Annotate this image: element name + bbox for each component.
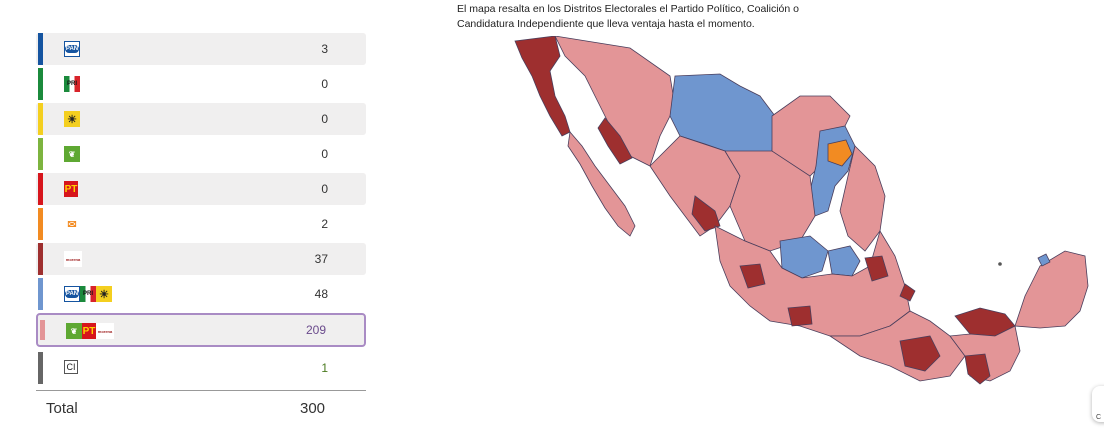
party-logos: PT: [64, 181, 78, 197]
morena-logo-text: morena: [65, 256, 81, 262]
seat-count: 0: [321, 112, 328, 126]
pvem-logo-text: ❦: [68, 149, 76, 159]
pri-logo-icon: PRI: [64, 76, 80, 92]
party-logos: morena: [64, 251, 82, 267]
results-panel: PAN 3 PRI 0 ☀ 0 ❦ 0 PT 0 ✉ 2: [0, 0, 380, 430]
seat-count: 0: [321, 147, 328, 161]
pt-logo-icon: PT: [82, 323, 96, 339]
pvem-logo-icon: ❦: [66, 323, 82, 339]
result-row-ci[interactable]: CI 1: [36, 352, 366, 384]
map-caption-line-1: El mapa resalta en los Distritos Elector…: [457, 3, 799, 15]
result-row-pvem-pt-morena[interactable]: ❦ PT morena 209: [36, 313, 366, 347]
result-row-mc[interactable]: ✉ 2: [36, 208, 366, 240]
mexico-map[interactable]: [493, 35, 1090, 430]
map-region-oaxaca-coast[interactable]: [899, 335, 941, 372]
map-region-island: [998, 262, 1002, 266]
result-row-pan[interactable]: PAN 3: [36, 33, 366, 65]
pt-logo-icon: PT: [64, 181, 78, 197]
party-color-bar: [38, 33, 43, 65]
total-divider: [36, 390, 366, 391]
map-region-sonora-coast[interactable]: [597, 117, 633, 165]
party-color-bar: [38, 208, 43, 240]
floating-action-button[interactable]: C: [1092, 386, 1104, 422]
result-row-pvem[interactable]: ❦ 0: [36, 138, 366, 170]
party-logos: ❦ PT morena: [66, 323, 114, 339]
map-region-tamaulipas[interactable]: [839, 145, 886, 252]
fab-label: C: [1096, 414, 1102, 421]
seat-count: 0: [321, 182, 328, 196]
pri-logo-icon: PRI: [80, 286, 96, 302]
party-logos: ✉: [64, 216, 80, 232]
mc-logo-icon: ✉: [64, 216, 80, 232]
party-color-bar: [38, 138, 43, 170]
pvem-logo-text: ❦: [70, 326, 78, 336]
seat-count: 1: [321, 361, 328, 375]
pri-logo-text: PRI: [82, 291, 93, 297]
party-color-bar: [40, 320, 45, 340]
result-row-pt[interactable]: PT 0: [36, 173, 366, 205]
prd-logo-icon: ☀: [96, 286, 112, 302]
ci-logo-icon: CI: [64, 360, 78, 374]
map-region-baja-south[interactable]: [567, 131, 636, 237]
result-row-pri[interactable]: PRI 0: [36, 68, 366, 100]
pan-logo-icon: PAN: [64, 41, 80, 57]
party-color-bar: [38, 173, 43, 205]
map-region-baja-north[interactable]: [514, 35, 571, 137]
mc-logo-text: ✉: [67, 218, 77, 231]
morena-logo-text: morena: [97, 328, 113, 334]
party-logos: ☀: [64, 111, 80, 127]
map-region-mc-district[interactable]: [827, 139, 853, 167]
party-logos: PRI: [64, 76, 80, 92]
map-region-yucatan[interactable]: [1014, 250, 1089, 329]
map-region-yucatan-blue[interactable]: [1037, 253, 1051, 267]
pan-logo-text: PAN: [64, 290, 80, 298]
pt-logo-text: PT: [82, 325, 96, 337]
party-logos: PAN PRI ☀: [64, 286, 112, 302]
party-color-bar: [38, 278, 43, 310]
prd-logo-text: ☀: [67, 113, 77, 126]
map-region-chiapas-coast[interactable]: [964, 353, 991, 385]
pvem-logo-icon: ❦: [64, 146, 80, 162]
party-logos: ❦: [64, 146, 80, 162]
seat-count: 3: [321, 42, 328, 56]
seat-count: 48: [314, 287, 328, 301]
map-region-jalisco-coast[interactable]: [739, 263, 766, 289]
map-region-sinaloa[interactable]: [649, 135, 741, 237]
pan-logo-text: PAN: [64, 45, 80, 53]
result-row-pan-pri-prd[interactable]: PAN PRI ☀ 48: [36, 278, 366, 310]
ci-logo-text: CI: [66, 362, 76, 372]
pan-logo-icon: PAN: [64, 286, 80, 302]
pt-logo-text: PT: [64, 183, 78, 195]
map-caption-line-2: Candidatura Independiente que lleva vent…: [457, 18, 755, 30]
party-color-bar: [38, 68, 43, 100]
result-row-prd[interactable]: ☀ 0: [36, 103, 366, 135]
morena-logo-icon: morena: [64, 251, 82, 267]
party-logos: CI: [64, 360, 78, 374]
map-caption: El mapa resalta en los Distritos Elector…: [457, 2, 877, 32]
seat-count: 2: [321, 217, 328, 231]
total-value: 300: [300, 400, 326, 417]
party-color-bar: [38, 243, 43, 275]
map-region-puebla[interactable]: [899, 283, 916, 302]
result-row-morena[interactable]: morena 37: [36, 243, 366, 275]
party-color-bar: [38, 103, 43, 135]
map-region-michoacan-coast[interactable]: [787, 305, 813, 327]
prd-logo-text: ☀: [99, 288, 109, 301]
pri-logo-text: PRI: [66, 81, 77, 87]
map-region-veracruz-north[interactable]: [864, 255, 889, 282]
district-map[interactable]: [493, 35, 1090, 430]
party-logos: PAN: [64, 41, 80, 57]
seat-count: 209: [305, 323, 326, 337]
morena-logo-icon: morena: [96, 323, 114, 339]
map-region-sinaloa-coast[interactable]: [691, 195, 721, 232]
prd-logo-icon: ☀: [64, 111, 80, 127]
seat-count: 0: [321, 77, 328, 91]
party-color-bar: [38, 352, 43, 384]
map-region-bajio-blue[interactable]: [827, 245, 861, 277]
seat-count: 37: [314, 252, 328, 266]
total-label: Total: [46, 400, 78, 417]
